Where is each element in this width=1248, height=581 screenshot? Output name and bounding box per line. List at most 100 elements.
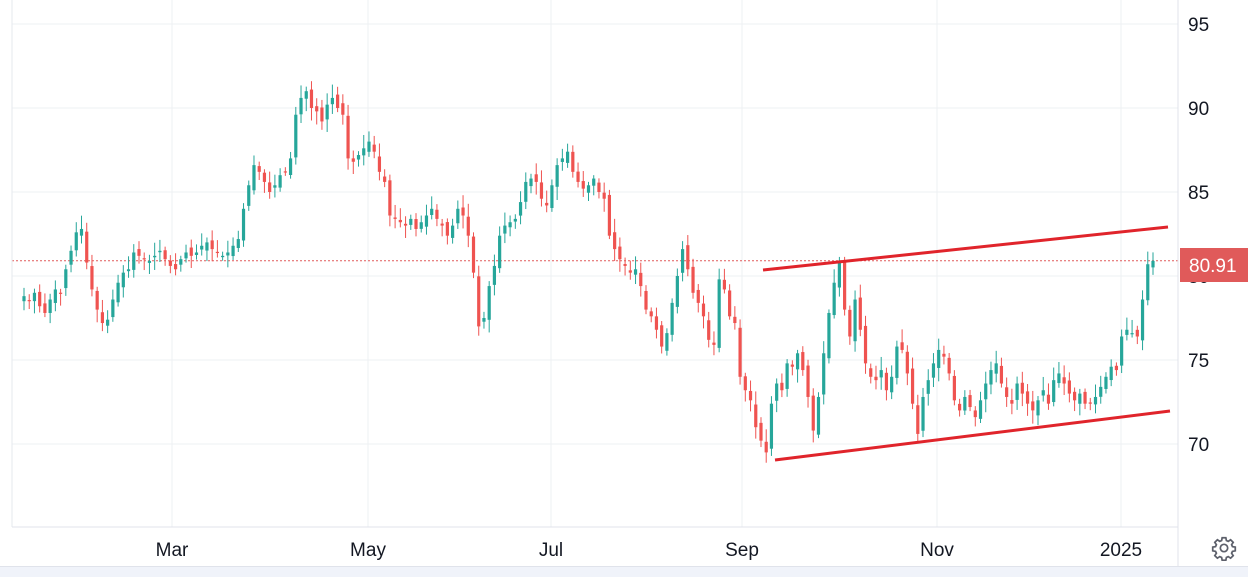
candle-body	[1088, 402, 1092, 404]
candle-body	[22, 296, 26, 302]
gear-icon[interactable]	[1211, 535, 1237, 562]
candle-body	[900, 342, 904, 350]
candle-body	[973, 410, 977, 418]
candle-body	[356, 155, 361, 160]
candle-body	[649, 311, 653, 317]
candle-body	[529, 178, 533, 187]
candle-body	[618, 246, 622, 260]
candle-body	[210, 240, 214, 250]
candle-body	[524, 181, 528, 202]
candle-body	[863, 325, 868, 364]
y-tick-label: 90	[1188, 99, 1209, 120]
candle-body	[717, 279, 721, 348]
candle-body	[48, 299, 52, 313]
x-axis: Mar May Jul Sep Nov 2025	[156, 540, 1143, 561]
candle-body	[680, 249, 685, 273]
candle-body	[173, 264, 178, 270]
candle-body	[910, 368, 915, 404]
candle-body	[937, 349, 941, 368]
candle-body	[879, 370, 883, 378]
candle-body	[1041, 390, 1045, 396]
candle-body	[597, 182, 601, 192]
candle-body	[958, 403, 962, 411]
candle-body	[738, 327, 742, 377]
candle-body	[508, 222, 512, 228]
candle-body	[513, 218, 517, 222]
candle-body	[268, 182, 272, 192]
candle-body	[843, 261, 847, 310]
candle-body	[989, 370, 993, 385]
candle-body	[69, 250, 73, 265]
candle-body	[759, 422, 763, 441]
candle-body	[769, 403, 774, 449]
candle-body	[451, 225, 455, 238]
candle-body	[550, 185, 554, 208]
candle-body	[858, 297, 862, 330]
candle-body	[398, 219, 402, 223]
candle-body	[403, 223, 408, 226]
upper-trendline[interactable]	[762, 225, 1169, 272]
candle-body	[189, 247, 193, 256]
candle-body	[764, 441, 768, 453]
candle-body	[325, 104, 329, 120]
candle-body	[461, 207, 465, 216]
candle-body	[341, 103, 345, 115]
candle-body	[926, 380, 930, 394]
candle-body	[424, 215, 429, 227]
candle-body	[179, 259, 183, 265]
candle-body	[999, 365, 1004, 384]
candle-body	[701, 303, 706, 317]
candle-body	[200, 245, 204, 250]
candle-body	[722, 279, 726, 290]
candle-body	[712, 342, 716, 345]
y-tick-label: 95	[1188, 15, 1209, 36]
candle-body	[576, 171, 580, 182]
candle-body	[1093, 396, 1098, 405]
candle-body	[221, 255, 225, 258]
candle-body	[1062, 377, 1066, 384]
candle-body	[696, 289, 700, 303]
candle-body	[377, 156, 382, 172]
candle-body	[53, 289, 57, 303]
candle-body	[654, 316, 659, 330]
candle-body	[555, 165, 559, 187]
candle-body	[231, 245, 235, 257]
candle-body	[466, 216, 470, 236]
candle-body	[74, 232, 78, 251]
candle-body	[686, 245, 690, 270]
candle-body	[482, 318, 486, 322]
trendlines	[762, 225, 1171, 462]
candle-body	[226, 252, 230, 256]
candle-body	[304, 91, 308, 99]
candle-body	[811, 395, 815, 431]
candle-body	[487, 286, 491, 320]
candle-body	[414, 219, 418, 229]
candle-body	[628, 270, 632, 273]
candle-body	[409, 218, 413, 225]
candle-body	[1052, 380, 1056, 403]
candle-body	[565, 151, 570, 163]
candle-body	[336, 94, 340, 108]
candle-body	[372, 144, 376, 152]
candle-body	[905, 351, 909, 374]
candle-body	[1078, 393, 1082, 404]
candle-body	[832, 282, 836, 316]
lower-trendline[interactable]	[774, 409, 1171, 462]
candle-body	[367, 141, 371, 152]
candle-body	[775, 383, 779, 401]
candle-body	[1067, 380, 1071, 394]
candle-body	[362, 148, 366, 156]
last-price-badge-bg	[1180, 248, 1248, 282]
candle-body	[32, 292, 37, 302]
candle-body	[984, 383, 988, 400]
candle-body	[346, 115, 350, 159]
candle-body	[153, 255, 157, 258]
candle-body	[623, 264, 627, 266]
candle-body	[309, 89, 314, 108]
candle-body	[288, 158, 293, 176]
candle-body	[456, 208, 460, 224]
candle-body	[748, 390, 753, 401]
candle-body	[257, 166, 261, 172]
candle-body	[163, 250, 167, 260]
last-price-badge: 80.91	[1180, 248, 1248, 282]
